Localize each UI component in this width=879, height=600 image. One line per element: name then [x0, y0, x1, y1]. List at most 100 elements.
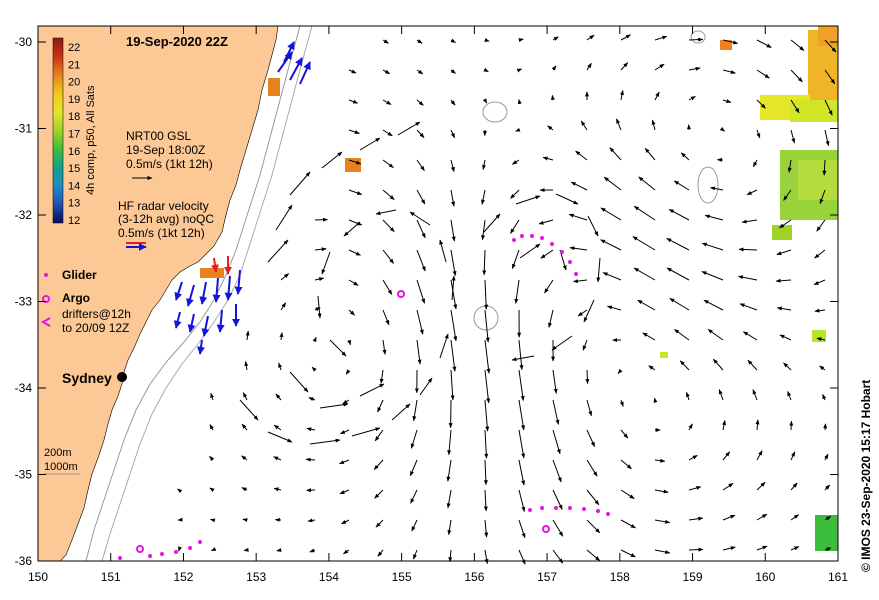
- velocity-arrow: [450, 339, 457, 372]
- velocity-arrow: [688, 37, 704, 42]
- velocity-arrow: [244, 361, 249, 371]
- velocity-arrow: [382, 159, 394, 169]
- sydney-label: Sydney: [62, 370, 112, 386]
- velocity-arrow: [482, 159, 486, 170]
- hf-radar-vectors: [173, 41, 311, 355]
- velocity-arrow: [348, 189, 363, 195]
- legend-drifter-marker: [40, 317, 51, 327]
- land-mass: [37, 25, 279, 562]
- legend: NRT00 GSL 19-Sep 18:00Z 0.5m/s (1kt 12h)…: [40, 129, 214, 475]
- velocity-arrow: [481, 219, 486, 241]
- velocity-arrow: [382, 99, 392, 105]
- velocity-arrow: [654, 35, 668, 41]
- velocity-arrow: [688, 516, 704, 521]
- velocity-arrow: [552, 459, 562, 483]
- velocity-arrow: [339, 489, 350, 495]
- velocity-arrow: [741, 219, 758, 224]
- velocity-arrow: [450, 69, 456, 74]
- velocity-arrow: [668, 208, 690, 221]
- velocity-arrow: [518, 38, 524, 42]
- colorbar: 22 21 20 19 18 17 16 15 14 13 12 4h comp, p50, All…: [52, 37, 97, 227]
- velocity-arrow: [311, 366, 317, 372]
- y-tick-label: -34: [15, 381, 33, 395]
- velocity-arrow: [551, 65, 557, 71]
- velocity-arrow: [241, 487, 248, 492]
- sydney-marker: [117, 372, 127, 382]
- velocity-arrow: [552, 36, 559, 41]
- velocity-arrow: [450, 129, 456, 139]
- velocity-arrow: [375, 519, 384, 528]
- velocity-arrow: [483, 67, 489, 73]
- velocity-arrow: [242, 518, 248, 523]
- velocity-arrow: [586, 429, 596, 448]
- legend-hf-scale: 0.5m/s (1kt 12h): [118, 226, 205, 240]
- legend-hf-title: HF radar velocity: [118, 199, 209, 213]
- velocity-arrow: [518, 549, 526, 565]
- velocity-arrow: [824, 99, 833, 116]
- velocity-arrow: [410, 429, 418, 449]
- colorbar-tick-label: 21: [68, 59, 80, 71]
- velocity-arrow: [447, 519, 452, 536]
- velocity-arrow: [819, 365, 826, 371]
- velocity-arrow: [516, 68, 523, 73]
- velocity-arrow: [813, 279, 826, 286]
- velocity-arrow: [348, 249, 361, 256]
- velocity-arrow: [540, 249, 554, 259]
- velocity-arrow: [450, 279, 458, 310]
- velocity-arrow: [382, 39, 389, 44]
- velocity-arrow: [518, 489, 526, 512]
- velocity-arrow: [515, 127, 521, 132]
- velocity-arrow: [382, 219, 395, 233]
- velocity-arrow: [575, 150, 588, 161]
- legend-gsl-time: 19-Sep 18:00Z: [126, 143, 205, 157]
- velocity-arrow: [209, 424, 214, 431]
- velocity-arrow: [382, 249, 394, 264]
- velocity-arrow: [348, 159, 362, 165]
- velocity-arrow: [538, 219, 554, 225]
- velocity-arrow: [746, 189, 758, 196]
- velocity-arrow: [347, 339, 352, 346]
- legend-drifters-1: drifters@12h: [62, 307, 131, 321]
- velocity-arrow: [666, 237, 690, 251]
- velocity-arrow: [450, 219, 456, 242]
- velocity-arrow: [619, 399, 624, 407]
- velocity-arrow: [783, 362, 792, 371]
- velocity-arrow: [787, 391, 792, 401]
- velocity-arrow: [569, 246, 588, 251]
- velocity-arrow: [382, 189, 395, 200]
- velocity-arrow: [620, 62, 629, 71]
- argo-floats: [136, 290, 550, 553]
- y-tick-label: -32: [15, 208, 33, 222]
- velocity-arrow: [722, 99, 732, 104]
- x-tick-label: 160: [755, 570, 775, 584]
- velocity-arrow: [776, 306, 792, 311]
- velocity-arrow: [518, 429, 526, 459]
- colorbar-scale: [52, 37, 64, 224]
- velocity-arrow: [552, 519, 564, 537]
- velocity-arrow: [450, 99, 456, 106]
- y-tick-label: -31: [15, 122, 33, 136]
- velocity-arrow: [586, 459, 598, 477]
- velocity-arrow: [718, 389, 724, 401]
- velocity-arrow: [680, 152, 690, 161]
- y-tick-label: -35: [15, 468, 33, 482]
- velocity-arrow: [824, 484, 831, 491]
- velocity-arrow: [374, 489, 384, 499]
- colorbar-tick-label: 22: [68, 42, 80, 54]
- velocity-arrow: [382, 339, 387, 355]
- velocity-arrow: [484, 339, 491, 374]
- velocity-arrow: [410, 489, 418, 504]
- x-tick-label: 153: [246, 570, 266, 584]
- velocity-arrow: [756, 129, 761, 139]
- velocity-arrow: [242, 392, 248, 401]
- velocity-arrow: [348, 279, 359, 286]
- velocity-arrow: [382, 309, 390, 326]
- velocity-arrow: [816, 337, 826, 342]
- y-tick-label: -33: [15, 295, 33, 309]
- velocity-arrow: [790, 99, 800, 114]
- velocity-arrow: [278, 362, 283, 371]
- velocity-arrow: [752, 389, 758, 401]
- velocity-arrow: [620, 459, 632, 470]
- velocity-arrow: [511, 249, 520, 270]
